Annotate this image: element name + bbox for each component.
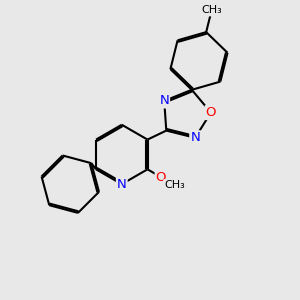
Text: CH₃: CH₃ — [201, 5, 222, 16]
Text: O: O — [156, 170, 166, 184]
Text: N: N — [190, 131, 200, 144]
Text: CH₃: CH₃ — [164, 180, 185, 190]
Text: N: N — [159, 94, 169, 107]
Text: O: O — [206, 106, 216, 119]
Text: N: N — [117, 178, 127, 191]
